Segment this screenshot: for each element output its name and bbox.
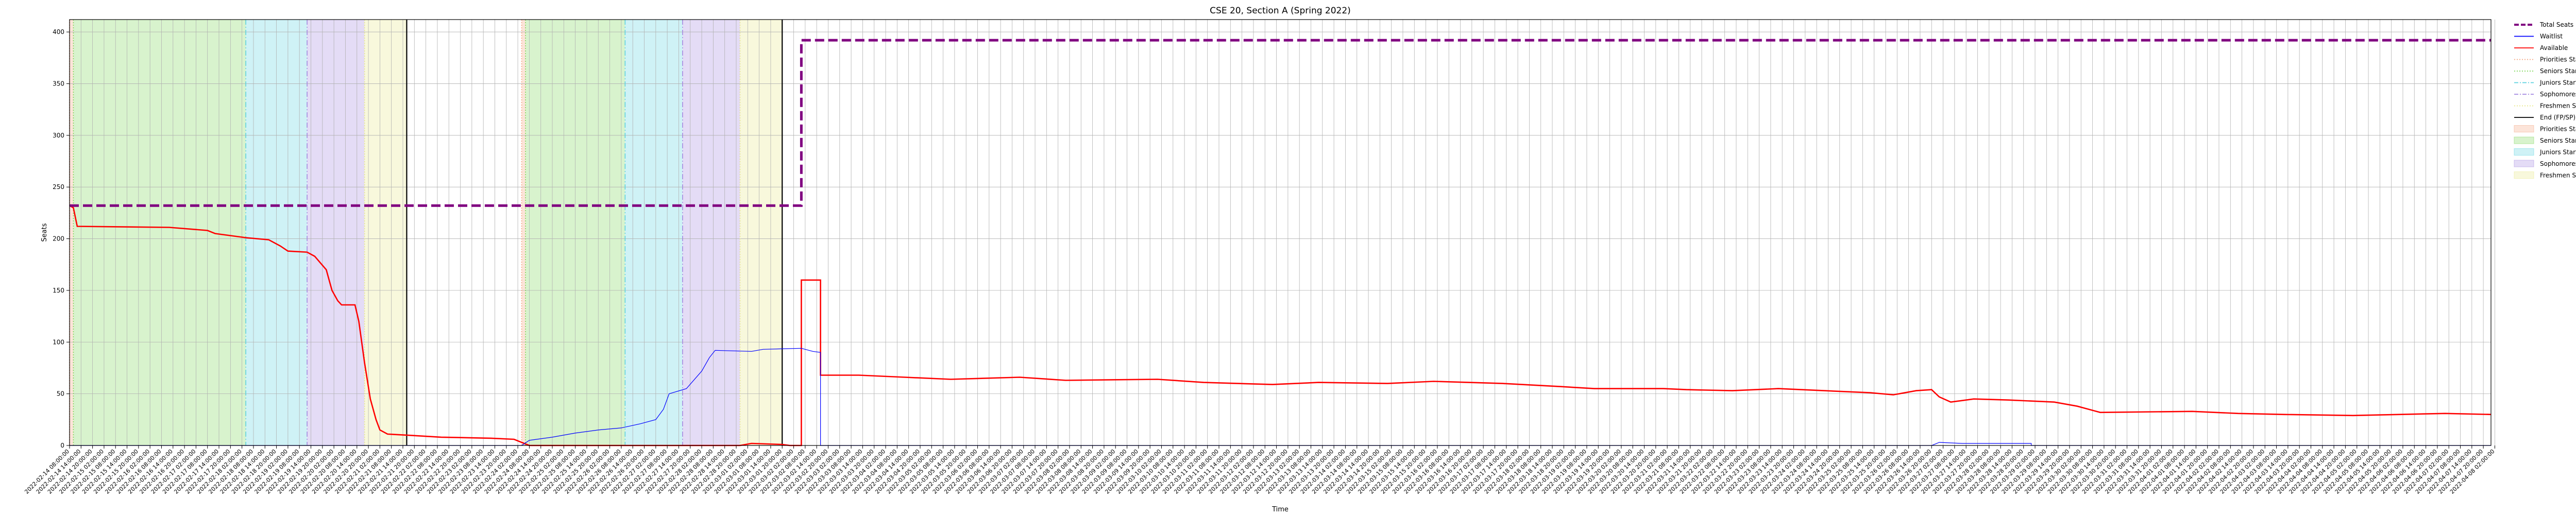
y-tick-label: 250 <box>53 183 64 191</box>
legend-entry-label: Available <box>2540 44 2568 52</box>
legend-patch-swatch <box>2514 171 2534 179</box>
legend: Total Seats Waitlist Available Priorities S… <box>2514 21 2576 179</box>
series-total-seats <box>70 39 2491 207</box>
legend-patch-swatch <box>2514 136 2534 144</box>
legend-entry-label: Seniors Start <box>2540 137 2576 144</box>
period-start-lines <box>69 20 783 445</box>
legend-patch-swatch <box>2514 160 2534 167</box>
series-available <box>69 205 2492 447</box>
legend-entry-label: End (FP/SP) <box>2540 114 2575 121</box>
y-axis-label: Seats <box>41 223 48 242</box>
chart-title: CSE 20, Section A (Spring 2022) <box>1210 6 1351 16</box>
span-juniors <box>625 20 683 445</box>
legend-entry-label: Priorities Start <box>2540 126 2576 133</box>
span-priorities <box>70 20 74 445</box>
y-tick-label: 50 <box>57 390 64 398</box>
y-tick-label: 300 <box>53 132 64 139</box>
legend-entry-label: Priorities Start <box>2540 56 2576 63</box>
y-tick-label: 150 <box>53 287 64 294</box>
span-sophomores <box>307 20 365 445</box>
legend-entry-label: Freshmen Start <box>2540 172 2576 179</box>
legend-entry-label: Waitlist <box>2540 33 2563 40</box>
legend-entry-label: Total Seats <box>2539 21 2573 28</box>
grid-lines <box>69 20 2495 446</box>
span-freshmen <box>740 20 783 445</box>
y-tick-label: 400 <box>53 28 64 36</box>
y-tick-label: 200 <box>53 235 64 243</box>
legend-entry-label: Juniors Start <box>2539 79 2576 87</box>
y-axis-ticks: 0 50 100 150 200 250 300 350 400 <box>53 28 70 449</box>
legend-patch-swatch <box>2514 125 2534 132</box>
y-tick-label: 350 <box>53 80 64 87</box>
span-priorities <box>521 20 526 445</box>
legend-entry-label: Sophomores Start <box>2540 160 2576 167</box>
y-tick-label: 0 <box>60 442 64 449</box>
legend-entry-label: Sophomores Start <box>2540 91 2576 98</box>
series-waitlist <box>70 348 2491 446</box>
legend-entry-label: Juniors Start <box>2539 149 2576 156</box>
y-tick-label: 100 <box>53 338 64 346</box>
span-seniors <box>73 20 246 445</box>
x-axis-label: Time <box>1272 506 1289 513</box>
plot-frame <box>69 19 2492 446</box>
legend-entry-label: Freshmen Start <box>2540 102 2576 110</box>
legend-patch-swatch <box>2514 148 2534 156</box>
legend-entry-label: Seniors Start <box>2540 67 2576 75</box>
span-sophomores <box>682 20 740 445</box>
span-freshmen <box>364 20 407 445</box>
series-lines <box>69 39 2492 447</box>
